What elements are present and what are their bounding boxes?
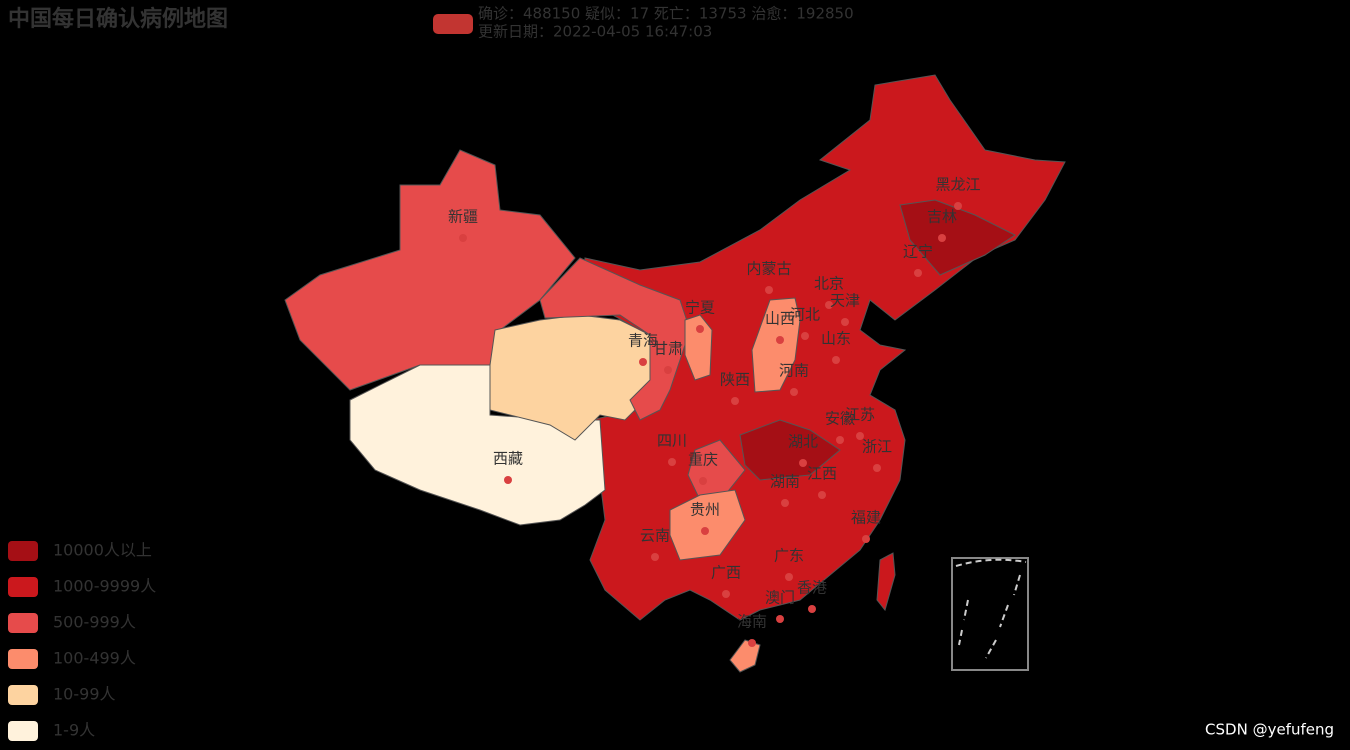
piece-swatch <box>8 541 38 561</box>
province-dot <box>808 605 816 613</box>
province-label: 浙江 <box>862 438 892 456</box>
piece-swatch <box>8 721 38 741</box>
piece-label: 1000-9999人 <box>53 577 156 596</box>
province-dot <box>668 458 676 466</box>
piece-label: 1-9人 <box>53 721 95 740</box>
province-dot <box>722 590 730 598</box>
legend-line: 更新日期：2022-04-05 16:47:03 <box>478 23 712 41</box>
province-label: 湖北 <box>788 433 818 451</box>
piece-label: 500-999人 <box>53 613 136 632</box>
piece-label: 10000人以上 <box>53 541 152 560</box>
piece-label: 10-99人 <box>53 685 116 704</box>
legend-line: 确诊：488150 疑似：17 死亡：13753 治愈：192850 <box>478 5 854 23</box>
province-label: 陕西 <box>720 371 750 389</box>
province-dot <box>664 366 672 374</box>
province <box>669 489 746 561</box>
province-label: 江西 <box>807 465 837 483</box>
province-label: 北京 <box>814 275 844 293</box>
province-dot <box>504 476 512 484</box>
province-label: 澳门 <box>765 589 795 607</box>
piece-swatch <box>8 577 38 597</box>
south-sea-islands <box>955 558 1027 659</box>
province-label: 四川 <box>657 432 687 450</box>
province-dot <box>748 639 756 647</box>
province-dot <box>873 464 881 472</box>
title: 中国每日确认病例地图 <box>8 6 228 32</box>
province-label: 吉林 <box>927 208 957 226</box>
province-dot <box>701 527 709 535</box>
province <box>899 199 1016 276</box>
province-dot <box>841 318 849 326</box>
legend-swatch <box>433 14 473 34</box>
province-dot <box>765 286 773 294</box>
province-label: 青海 <box>628 332 658 350</box>
province-label: 广东 <box>774 547 804 565</box>
province-label: 山西 <box>765 310 795 328</box>
province-label: 西藏 <box>493 450 523 468</box>
province-dot <box>731 397 739 405</box>
province-label: 宁夏 <box>685 299 715 317</box>
province-dot <box>818 491 826 499</box>
province-dot <box>799 459 807 467</box>
piece-swatch <box>8 685 38 705</box>
province-dot <box>781 499 789 507</box>
province-label: 江苏 <box>845 406 875 424</box>
province-label: 黑龙江 <box>935 176 980 194</box>
province-dot <box>832 356 840 364</box>
province-label: 山东 <box>821 330 851 348</box>
province-label: 河南 <box>779 362 809 380</box>
south-sea-inset <box>951 557 1029 671</box>
province-label: 湖南 <box>770 473 800 491</box>
piece-label: 100-499人 <box>53 649 136 668</box>
province-dot <box>862 535 870 543</box>
province-dot <box>856 432 864 440</box>
province-dot <box>790 388 798 396</box>
province-label: 天津 <box>830 292 860 310</box>
province-dot <box>776 336 784 344</box>
province-label: 贵州 <box>690 501 720 519</box>
province-label: 安徽 <box>825 410 855 428</box>
province-dot <box>938 234 946 242</box>
province-label: 内蒙古 <box>746 260 791 278</box>
province-label: 海南 <box>737 613 767 631</box>
province-label: 福建 <box>851 509 881 527</box>
province <box>539 257 691 421</box>
piece-swatch <box>8 649 38 669</box>
province-dot <box>459 234 467 242</box>
province-label: 重庆 <box>688 451 718 469</box>
province-label: 广西 <box>711 564 741 582</box>
province-label: 云南 <box>640 527 670 545</box>
province-dot <box>651 553 659 561</box>
province-dot <box>776 615 784 623</box>
taiwan <box>876 552 896 612</box>
province-dot <box>639 358 647 366</box>
province-label: 甘肃 <box>653 340 683 358</box>
province <box>739 419 841 481</box>
province <box>684 314 713 381</box>
province-dot <box>696 325 704 333</box>
watermark: CSDN @yefufeng <box>1205 721 1334 739</box>
piece-swatch <box>8 613 38 633</box>
province-dot <box>914 269 922 277</box>
province-dot <box>954 202 962 210</box>
province <box>751 297 801 393</box>
province-dot <box>699 477 707 485</box>
province-label: 辽宁 <box>903 243 933 261</box>
province-label: 新疆 <box>448 208 478 226</box>
province-dot <box>785 573 793 581</box>
province-dot <box>801 332 809 340</box>
province <box>284 149 576 391</box>
province-label: 香港 <box>797 579 827 597</box>
province-dot <box>825 301 833 309</box>
province-dot <box>836 436 844 444</box>
province <box>729 639 761 673</box>
province-label: 河北 <box>790 306 820 324</box>
